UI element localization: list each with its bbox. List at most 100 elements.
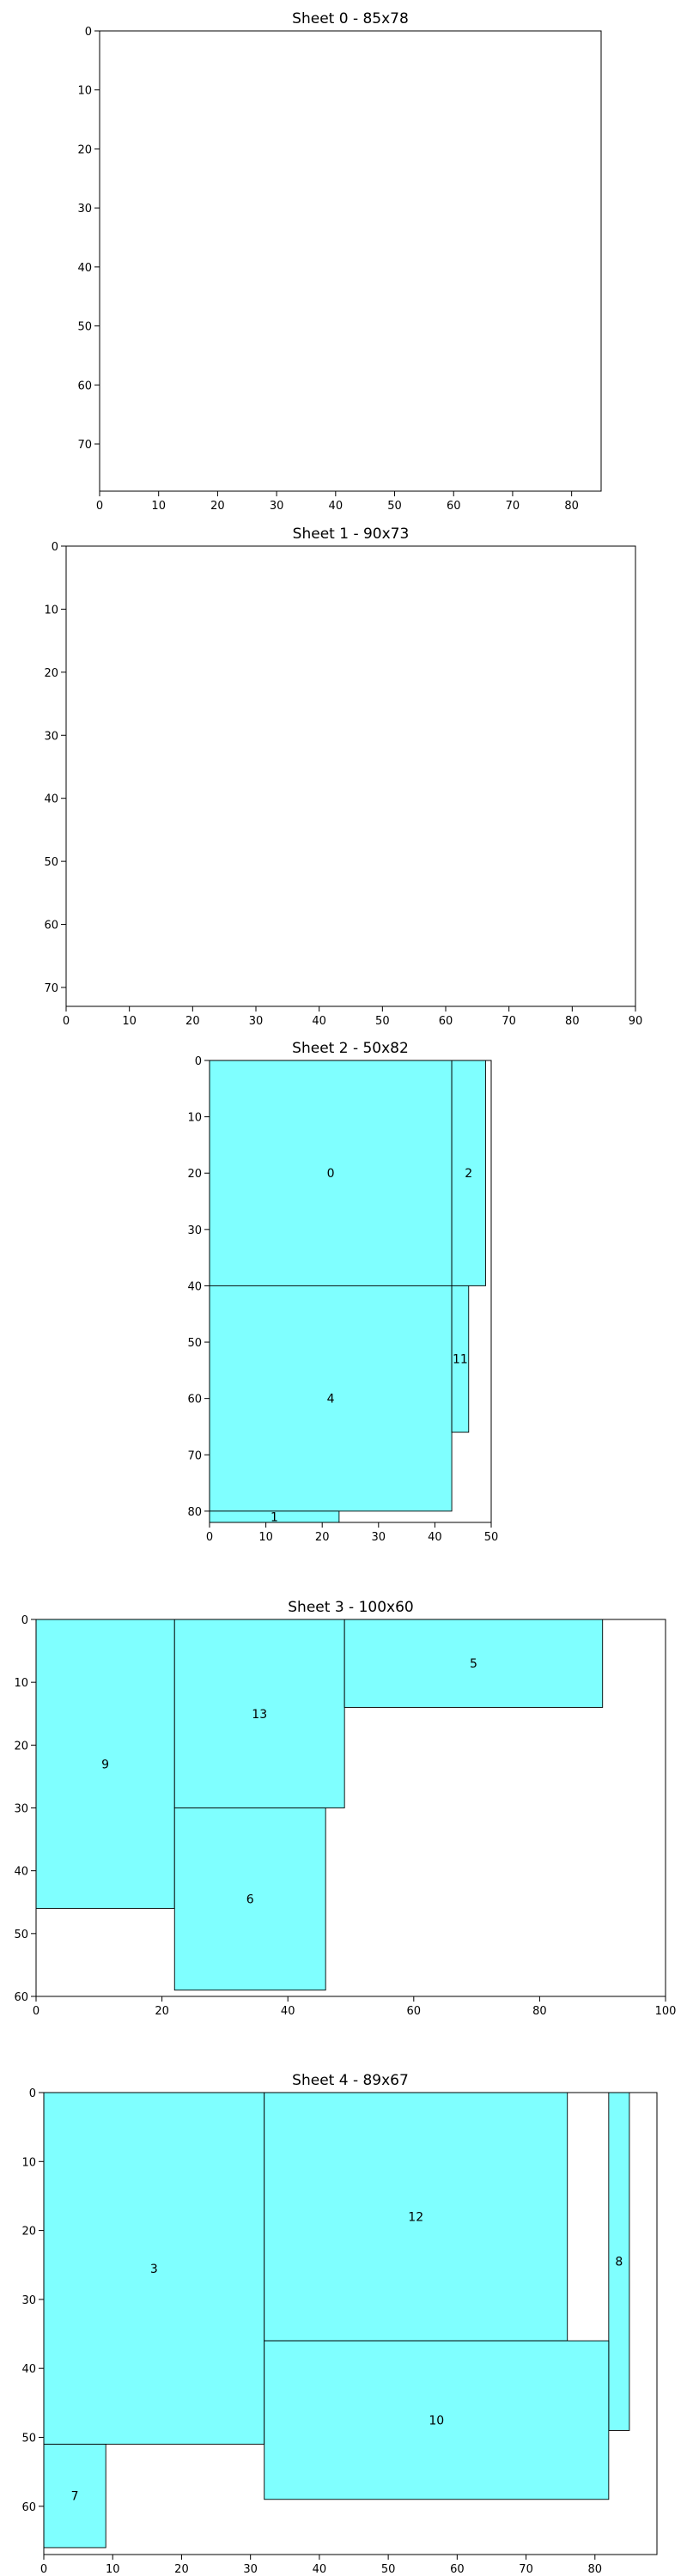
y-tick-label: 30 — [21, 2294, 36, 2307]
x-tick-label: 0 — [63, 1015, 70, 1028]
piece-rect — [173, 1807, 326, 1991]
x-tick-label: 80 — [532, 2005, 547, 2018]
y-tick-label: 0 — [29, 2087, 36, 2100]
piece-rect — [451, 1285, 470, 1433]
y-tick-label: 10 — [14, 1677, 28, 1690]
x-tick-label: 20 — [315, 1531, 330, 1544]
x-tick-label: 50 — [387, 500, 402, 513]
y-tick-label: 50 — [187, 1337, 202, 1350]
y-tick-label: 30 — [77, 203, 92, 216]
y-tick-label: 50 — [77, 321, 92, 334]
x-tick-label: 40 — [428, 1531, 442, 1544]
piece-label: 3 — [150, 2263, 158, 2276]
sheet-0: Sheet 0 - 85x78 0 10 20 30 40 50 60 70 80 0 10 20 30 4… — [77, 10, 602, 513]
y-tick-label: 40 — [77, 262, 92, 275]
y-tick-label: 10 — [44, 604, 58, 617]
y-tick-label: 30 — [14, 1803, 28, 1816]
x-tick-label: 20 — [155, 2005, 169, 2018]
x-tick-label: 40 — [312, 1015, 326, 1028]
x-tick-label: 60 — [450, 2563, 465, 2576]
sheet-title: Sheet 1 - 90x73 — [293, 526, 410, 543]
x-tick-label: 0 — [96, 500, 103, 513]
y-tick-label: 60 — [187, 1394, 202, 1406]
x-tick-label: 10 — [151, 500, 166, 513]
piece-label: 10 — [429, 2414, 444, 2427]
x-tick-label: 40 — [313, 2563, 327, 2576]
y-tick-label: 40 — [187, 1280, 202, 1293]
y-tick-label: 50 — [14, 1929, 28, 1941]
piece-rect — [43, 2092, 265, 2445]
y-tick-label: 20 — [14, 1740, 28, 1753]
piece-label: 2 — [465, 1167, 472, 1181]
piece-label: 8 — [615, 2256, 623, 2269]
piece-rect — [608, 2092, 630, 2431]
x-tick-label: 20 — [174, 2563, 189, 2576]
y-tick-label: 60 — [21, 2501, 36, 2514]
y-tick-label: 80 — [187, 1506, 202, 1519]
x-tick-label: 40 — [281, 2005, 295, 2018]
piece-label: 9 — [101, 1758, 109, 1771]
x-tick-label: 30 — [243, 2563, 258, 2576]
x-tick-label: 0 — [33, 2005, 40, 2018]
sheet-title: Sheet 2 - 50x82 — [292, 1040, 409, 1057]
y-tick-label: 30 — [187, 1224, 202, 1237]
piece-label: 13 — [252, 1708, 267, 1722]
x-tick-label: 30 — [270, 500, 284, 513]
y-tick-label: 20 — [21, 2226, 36, 2239]
sheet-1: Sheet 1 - 90x73 0 10 20 30 40 50 60 70 80 90 0 10 20 3… — [44, 526, 642, 1028]
sheet-title: Sheet 4 - 89x67 — [292, 2072, 409, 2089]
piece-label: 1 — [271, 1510, 278, 1524]
x-tick-label: 10 — [122, 1015, 137, 1028]
piece-label: 11 — [453, 1353, 468, 1367]
y-tick-label: 70 — [187, 1449, 202, 1462]
y-tick-label: 50 — [44, 856, 58, 869]
sheet-title: Sheet 3 - 100x60 — [288, 1599, 413, 1616]
y-tick-label: 40 — [21, 2363, 36, 2376]
y-tick-label: 10 — [21, 2156, 36, 2169]
y-tick-label: 40 — [14, 1866, 28, 1879]
y-tick-label: 10 — [187, 1112, 202, 1125]
x-tick-label: 40 — [329, 500, 344, 513]
y-tick-label: 20 — [187, 1168, 202, 1181]
y-tick-label: 20 — [44, 667, 58, 680]
y-tick-label: 60 — [77, 380, 92, 392]
x-tick-label: 0 — [40, 2563, 47, 2576]
piece-label: 5 — [470, 1657, 477, 1671]
x-tick-label: 30 — [372, 1531, 386, 1544]
x-tick-label: 70 — [519, 2563, 533, 2576]
y-tick-label: 0 — [21, 1614, 28, 1627]
piece-rect — [173, 1619, 345, 1808]
y-tick-label: 0 — [52, 541, 58, 554]
x-tick-label: 70 — [506, 500, 520, 513]
plot-frame — [65, 545, 636, 1007]
x-tick-label: 60 — [439, 1015, 453, 1028]
x-tick-label: 100 — [655, 2005, 677, 2018]
y-tick-label: 60 — [14, 1991, 28, 2004]
piece-rect — [264, 2092, 568, 2342]
plot-frame — [99, 30, 602, 492]
y-tick-label: 70 — [44, 982, 58, 995]
y-tick-label: 60 — [44, 920, 58, 933]
x-tick-label: 50 — [484, 1531, 499, 1544]
piece-rect — [451, 1060, 486, 1286]
y-tick-label: 30 — [44, 730, 58, 743]
y-tick-label: 50 — [21, 2432, 36, 2445]
plot-frame — [43, 2092, 658, 2555]
piece-label: 12 — [408, 2211, 423, 2225]
y-tick-label: 10 — [77, 85, 92, 98]
x-tick-label: 10 — [106, 2563, 120, 2576]
x-tick-label: 30 — [249, 1015, 264, 1028]
x-tick-label: 50 — [375, 1015, 390, 1028]
x-tick-label: 20 — [210, 500, 225, 513]
x-tick-label: 80 — [565, 1015, 580, 1028]
x-tick-label: 80 — [564, 500, 579, 513]
piece-label: 4 — [327, 1393, 335, 1406]
x-tick-label: 0 — [206, 1531, 213, 1544]
x-tick-label: 60 — [447, 500, 461, 513]
y-tick-label: 0 — [195, 1055, 202, 1068]
piece-label: 7 — [71, 2490, 79, 2504]
